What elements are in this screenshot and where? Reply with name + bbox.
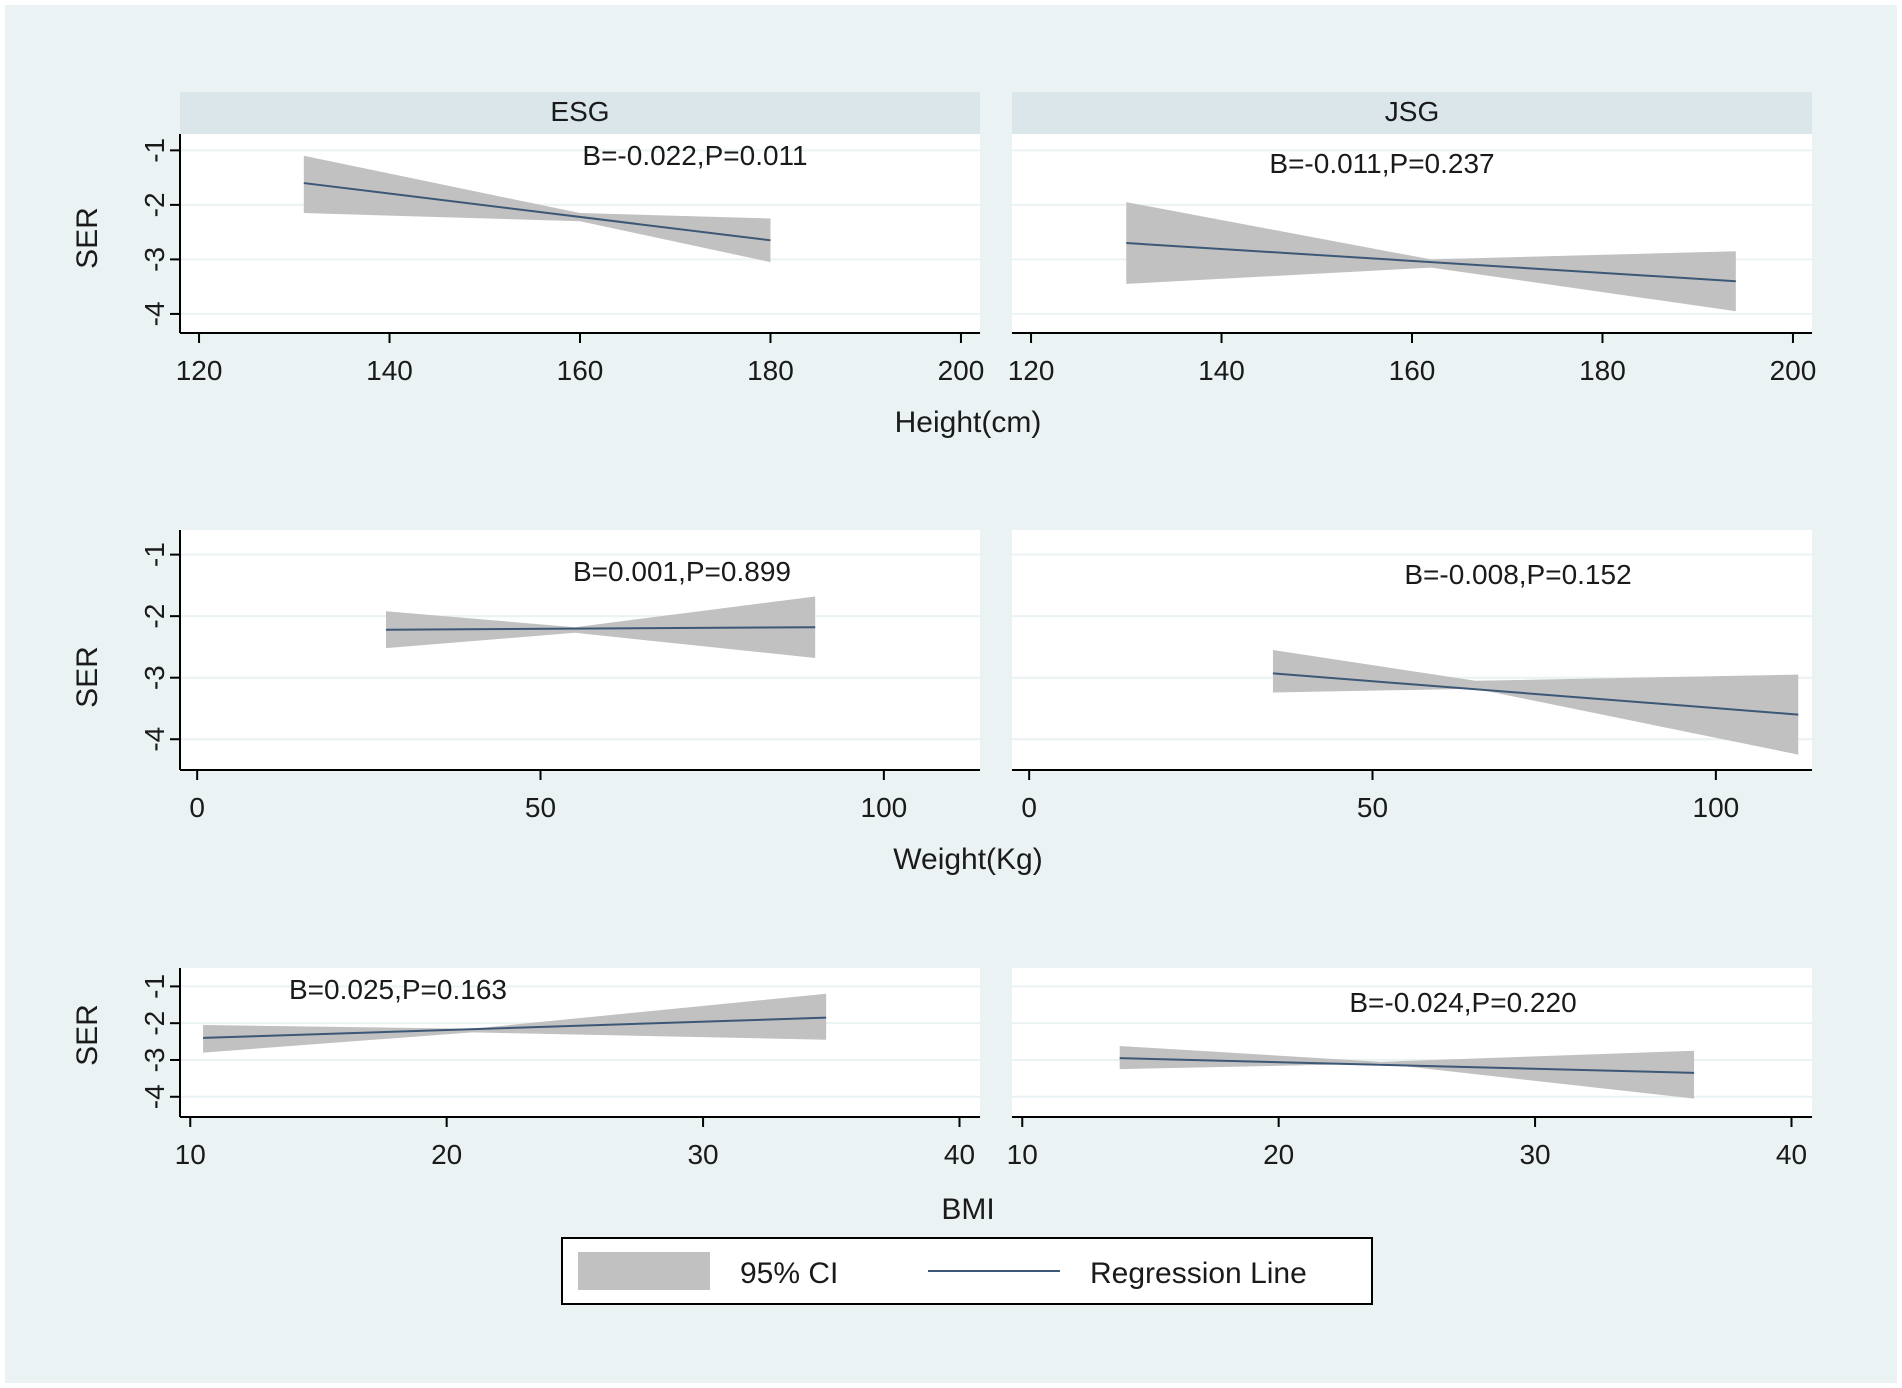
esg-bmi-panel: 10 20 30 40 -1 -2 -3 -4 B=0.025,P=0.163 xyxy=(139,968,980,1170)
esg-weight-x-tick-label: 50 xyxy=(525,792,556,823)
jsg-height-x-tick-label: 140 xyxy=(1198,355,1245,386)
esg-weight-panel: 0 50 100 -1 -2 -3 -4 B=0.001,P=0.899 xyxy=(139,530,980,823)
weight-row-xlabel: Weight(Kg) xyxy=(893,843,1043,876)
esg-weight-annotation: B=0.001,P=0.899 xyxy=(573,556,791,587)
esg-height-y-tick-label: -4 xyxy=(139,301,170,326)
esg-height-x-tick-label: 180 xyxy=(747,355,794,386)
esg-bmi-x-tick-label: 30 xyxy=(687,1139,718,1170)
legend: 95% CI Regression Line xyxy=(561,1237,1373,1305)
jsg-bmi-x-tick-label: 20 xyxy=(1263,1139,1294,1170)
legend-ci-label: 95% CI xyxy=(740,1257,838,1290)
esg-weight-y-tick-label: -3 xyxy=(139,665,170,690)
esg-weight-y-tick-label: -2 xyxy=(139,604,170,629)
jsg-weight-ci-band xyxy=(1272,650,1799,755)
height-row-ylabel: SER xyxy=(71,207,104,269)
esg-height-panel: 120 140 160 180 200 -1 -2 -3 -4 B=-0.022,P=0.011 xyxy=(139,134,984,386)
esg-weight-y-tick-label: -1 xyxy=(139,542,170,567)
jsg-strip xyxy=(1012,92,1812,134)
esg-bmi-y-tick-label: -1 xyxy=(139,974,170,999)
jsg-weight-x-tick-label: 0 xyxy=(1021,792,1037,823)
esg-weight-regression-line xyxy=(386,626,816,631)
jsg-bmi-annotation: B=-0.024,P=0.220 xyxy=(1349,987,1576,1018)
esg-bmi-x-tick-label: 20 xyxy=(431,1139,462,1170)
jsg-height-x-tick-label: 180 xyxy=(1579,355,1626,386)
jsg-height-panel: 120 140 160 180 200 B=-0.011,P=0.237 xyxy=(1008,134,1817,386)
esg-weight-x-tick-label: 100 xyxy=(861,792,908,823)
jsg-height-x-tick-label: 120 xyxy=(1008,355,1055,386)
jsg-height-annotation: B=-0.011,P=0.237 xyxy=(1269,148,1494,179)
esg-weight-x-tick-label: 0 xyxy=(189,792,205,823)
jsg-bmi-x-tick-label: 10 xyxy=(1007,1139,1038,1170)
height-row-xlabel: Height(cm) xyxy=(895,406,1042,439)
jsg-bmi-regression-line xyxy=(1119,1057,1695,1074)
jsg-strip-label: JSG xyxy=(1385,96,1439,127)
jsg-height-ci-band xyxy=(1126,202,1736,312)
esg-height-plot-area xyxy=(180,134,980,333)
esg-height-y-tick-label: -1 xyxy=(139,138,170,163)
esg-height-ci-band xyxy=(303,155,771,263)
jsg-bmi-panel: 10 20 30 40 B=-0.024,P=0.220 xyxy=(1007,968,1812,1170)
esg-weight-plot-area xyxy=(180,530,980,770)
bmi-row-xlabel: BMI xyxy=(941,1193,994,1226)
esg-bmi-ci-band xyxy=(203,993,827,1053)
esg-strip xyxy=(180,92,980,134)
esg-bmi-annotation: B=0.025,P=0.163 xyxy=(289,974,507,1005)
jsg-height-regression-line xyxy=(1126,242,1736,283)
jsg-weight-x-tick-label: 100 xyxy=(1693,792,1740,823)
jsg-weight-annotation: B=-0.008,P=0.152 xyxy=(1404,559,1631,590)
esg-height-x-tick-label: 120 xyxy=(176,355,223,386)
esg-strip-label: ESG xyxy=(550,96,609,127)
esg-bmi-y-tick-label: -4 xyxy=(139,1084,170,1109)
esg-bmi-x-tick-label: 40 xyxy=(944,1139,975,1170)
jsg-weight-panel: 0 50 100 B=-0.008,P=0.152 xyxy=(1012,530,1812,823)
esg-height-x-tick-label: 160 xyxy=(557,355,604,386)
esg-bmi-y-tick-label: -2 xyxy=(139,1011,170,1036)
esg-height-annotation: B=-0.022,P=0.011 xyxy=(582,140,807,171)
jsg-weight-x-tick-label: 50 xyxy=(1357,792,1388,823)
esg-height-x-tick-label: 200 xyxy=(938,355,985,386)
jsg-bmi-ci-band xyxy=(1119,1045,1695,1099)
weight-row-ylabel: SER xyxy=(71,646,104,708)
esg-weight-ci-band xyxy=(386,596,816,658)
esg-bmi-regression-line xyxy=(203,1016,827,1039)
jsg-weight-regression-line xyxy=(1272,672,1799,716)
jsg-height-x-tick-label: 200 xyxy=(1770,355,1817,386)
esg-height-regression-line xyxy=(303,182,771,242)
jsg-bmi-x-tick-label: 30 xyxy=(1519,1139,1550,1170)
legend-ci-swatch xyxy=(578,1252,710,1290)
jsg-bmi-x-tick-label: 40 xyxy=(1776,1139,1807,1170)
esg-height-y-tick-label: -3 xyxy=(139,247,170,272)
esg-bmi-y-tick-label: -3 xyxy=(139,1048,170,1073)
jsg-height-x-tick-label: 160 xyxy=(1389,355,1436,386)
bmi-row-ylabel: SER xyxy=(71,1004,104,1066)
esg-bmi-x-tick-label: 10 xyxy=(175,1139,206,1170)
esg-height-y-tick-label: -2 xyxy=(139,192,170,217)
legend-line-label: Regression Line xyxy=(1090,1257,1307,1290)
esg-weight-y-tick-label: -4 xyxy=(139,727,170,752)
esg-height-x-tick-label: 140 xyxy=(366,355,413,386)
